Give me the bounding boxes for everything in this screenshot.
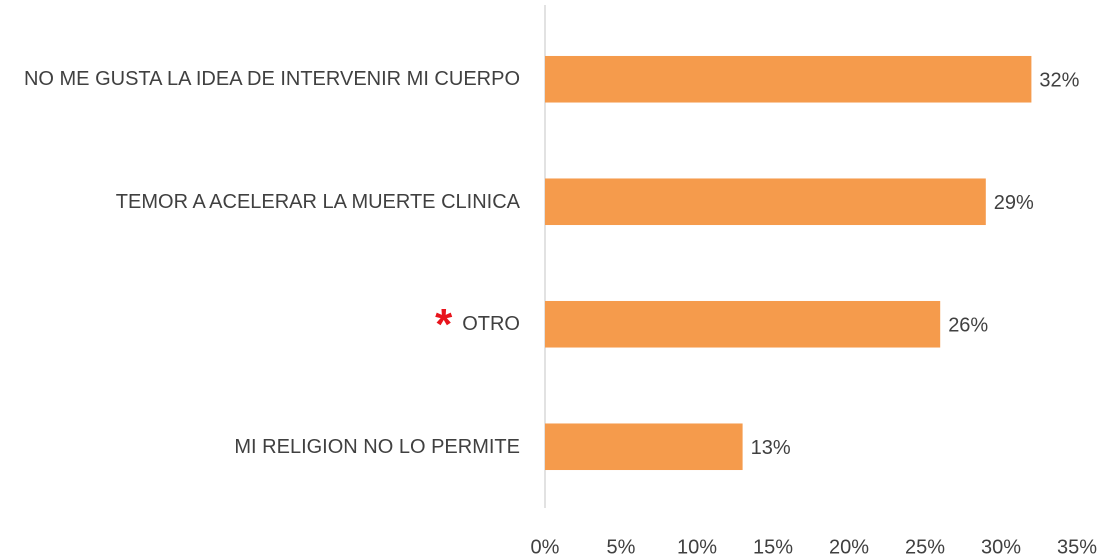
- x-tick-label: 0%: [531, 536, 560, 558]
- category-label-box: NO ME GUSTA LA IDEA DE INTERVENIR MI CUE…: [24, 64, 520, 94]
- category-label: MI RELIGION NO LO PERMITE: [234, 435, 520, 458]
- x-tick-label: 10%: [677, 536, 717, 558]
- annotation-asterisk: *: [435, 299, 453, 349]
- value-label: 13%: [751, 437, 791, 459]
- category-label: NO ME GUSTA LA IDEA DE INTERVENIR MI CUE…: [23, 68, 520, 91]
- value-label: 26%: [948, 315, 988, 337]
- x-tick-label: 30%: [981, 536, 1021, 558]
- category-label-box: MI RELIGION NO LO PERMITE: [234, 432, 520, 462]
- x-tick-label: 35%: [1057, 536, 1097, 558]
- value-label: 29%: [994, 192, 1034, 214]
- category-label-box: TEMOR A ACELERAR LA MUERTE CLINICA: [116, 187, 520, 217]
- x-tick-label: 20%: [829, 536, 869, 558]
- value-label: 32%: [1039, 70, 1079, 92]
- bar: [545, 55, 1032, 103]
- category-label-box: * OTRO: [435, 302, 520, 346]
- bar: [545, 178, 986, 226]
- x-tick-label: 5%: [607, 536, 636, 558]
- x-tick-label: 15%: [753, 536, 793, 558]
- x-tick-label: 25%: [905, 536, 945, 558]
- bar: [545, 300, 941, 348]
- category-label: OTRO: [462, 313, 520, 336]
- bar: [545, 423, 743, 471]
- category-label: TEMOR A ACELERAR LA MUERTE CLINICA: [115, 190, 520, 213]
